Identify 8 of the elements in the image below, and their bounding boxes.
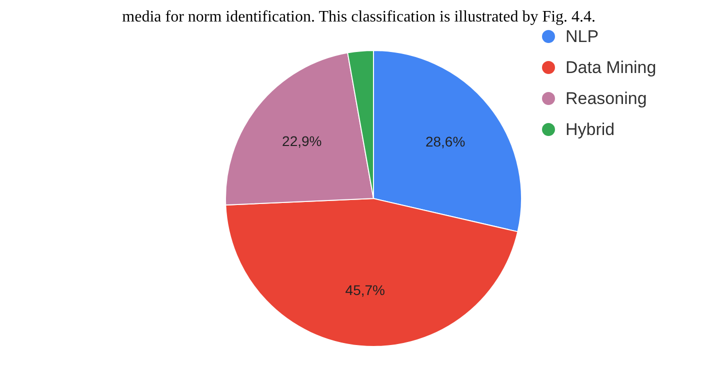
legend-label: Data Mining: [566, 58, 656, 77]
data-label: 28,6%: [425, 133, 466, 150]
text: media for norm identification. This classification is illustrated by Fig. 4.4.: [122, 8, 596, 26]
data-label: 45,7%: [345, 282, 386, 298]
data-label: 22,9%: [282, 133, 322, 150]
legend-label: NLP: [566, 27, 599, 46]
legend-label: Reasoning: [566, 89, 647, 108]
legend-label: Hybrid: [566, 120, 615, 139]
